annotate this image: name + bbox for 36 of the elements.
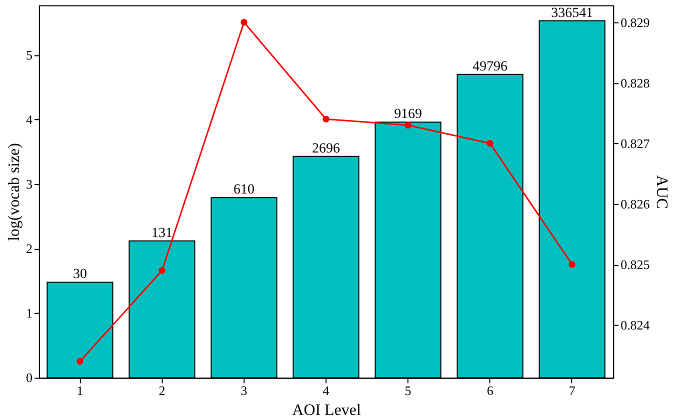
- x-axis-title: AOI Level: [292, 402, 362, 419]
- point: [240, 18, 248, 26]
- y-tick-label: 5: [26, 48, 32, 62]
- y-tick-label: 0: [26, 370, 32, 386]
- x-tick-label: 4: [322, 383, 330, 398]
- point: [322, 116, 330, 122]
- y2-tick-label: 0.829: [620, 14, 650, 30]
- annotation: 2696: [312, 141, 340, 156]
- annotation: 131: [152, 226, 172, 241]
- annotation: 30: [72, 267, 87, 282]
- annotation: 9169: [394, 107, 422, 122]
- y2-axis-title: AUC: [652, 175, 670, 209]
- point: [76, 358, 84, 365]
- y2-tick-label: 0.827: [620, 136, 650, 151]
- y2-tick-label: 0.826: [620, 196, 650, 212]
- y2-tick-label: 0.825: [620, 257, 650, 272]
- x-tick-label: 6: [486, 383, 494, 398]
- y-tick-label: 2: [26, 241, 32, 256]
- point: [158, 267, 166, 274]
- y-axis-title: log(vocab size): [6, 143, 23, 242]
- y-tick-label: 4: [26, 112, 33, 128]
- point: [568, 261, 576, 268]
- y2-tick-label: 0.828: [620, 75, 650, 90]
- x-tick-label: 7: [568, 383, 576, 398]
- y-tick-label: 1: [26, 306, 32, 321]
- y-tick-label: 3: [26, 176, 32, 192]
- annotation: 49796: [472, 59, 508, 74]
- point: [486, 140, 494, 147]
- x-tick-label: 5: [404, 383, 412, 398]
- point: [404, 122, 412, 129]
- annotation: 336541: [551, 6, 594, 21]
- y2-tick-label: 0.824: [620, 318, 650, 333]
- x-tick-label: 2: [158, 383, 166, 398]
- x-tick-label: 1: [76, 383, 84, 398]
- x-tick-label: 3: [240, 383, 248, 398]
- annotation: 610: [234, 182, 254, 198]
